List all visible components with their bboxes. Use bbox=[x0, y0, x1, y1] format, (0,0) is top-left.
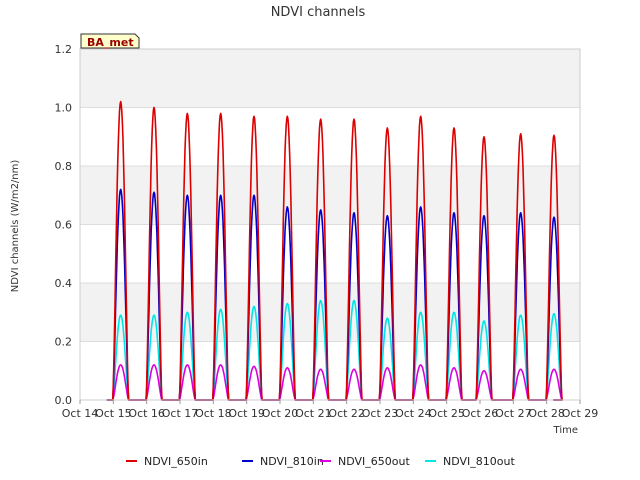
y-axis-ticks: 0.0 0.2 0.4 0.6 0.8 1.0 1.2 bbox=[55, 43, 73, 407]
x-tick-label: Oct 20 bbox=[262, 407, 299, 420]
series-lines bbox=[106, 100, 563, 401]
y-tick-label: 0.6 bbox=[55, 219, 73, 232]
legend-item-ndvi_810in: NDVI_810in bbox=[242, 455, 324, 468]
legend-label: NDVI_810in bbox=[260, 455, 324, 468]
x-axis-label: Time bbox=[553, 425, 578, 436]
background-bands bbox=[80, 49, 580, 342]
x-tick-label: Oct 21 bbox=[295, 407, 332, 420]
y-tick-label: 1.0 bbox=[55, 102, 73, 115]
x-tick-label: Oct 17 bbox=[162, 407, 199, 420]
badge-label: BA_met bbox=[87, 36, 134, 49]
x-tick-label: Oct 23 bbox=[362, 407, 399, 420]
y-tick-label: 1.2 bbox=[55, 43, 73, 56]
x-tick-label: Oct 29 bbox=[562, 407, 599, 420]
badge: BA_met bbox=[80, 33, 140, 49]
x-tick-label: Oct 22 bbox=[328, 407, 365, 420]
x-tick-label: Oct 25 bbox=[428, 407, 465, 420]
legend-label: NDVI_810out bbox=[443, 455, 515, 468]
series-line-ndvi_650in bbox=[106, 100, 563, 401]
x-tick-label: Oct 14 bbox=[62, 407, 99, 420]
legend-item-ndvi_810out: NDVI_810out bbox=[425, 455, 515, 468]
y-axis-label: NDVI channels (W/m2/nm) bbox=[10, 160, 21, 293]
y-tick-label: 0.4 bbox=[55, 277, 73, 290]
legend-label: NDVI_650in bbox=[144, 455, 208, 468]
legend-item-ndvi_650in: NDVI_650in bbox=[126, 455, 208, 468]
x-tick-label: Oct 28 bbox=[528, 407, 565, 420]
x-tick-label: Oct 26 bbox=[462, 407, 499, 420]
chart-title: NDVI channels bbox=[271, 5, 366, 20]
x-tick-label: Oct 19 bbox=[228, 407, 265, 420]
legend: NDVI_650in NDVI_810in NDVI_650out NDVI_810o… bbox=[126, 455, 515, 468]
x-tick-label: Oct 24 bbox=[395, 407, 432, 420]
legend-label: NDVI_650out bbox=[338, 455, 410, 468]
plot-frame bbox=[79, 48, 581, 401]
x-tick-label: Oct 16 bbox=[128, 407, 165, 420]
legend-item-ndvi_650out: NDVI_650out bbox=[320, 455, 410, 468]
badge-box bbox=[80, 33, 140, 49]
y-tick-label: 0.2 bbox=[55, 336, 73, 349]
y-tick-label: 0.0 bbox=[55, 394, 73, 407]
y-tick-label: 0.8 bbox=[55, 160, 73, 173]
band bbox=[80, 283, 580, 342]
band bbox=[80, 166, 580, 225]
x-tick-label: Oct 15 bbox=[95, 407, 132, 420]
x-tick-label: Oct 18 bbox=[195, 407, 232, 420]
x-tick-label: Oct 27 bbox=[495, 407, 532, 420]
band bbox=[80, 49, 580, 108]
series-line-ndvi_650out bbox=[106, 364, 563, 401]
